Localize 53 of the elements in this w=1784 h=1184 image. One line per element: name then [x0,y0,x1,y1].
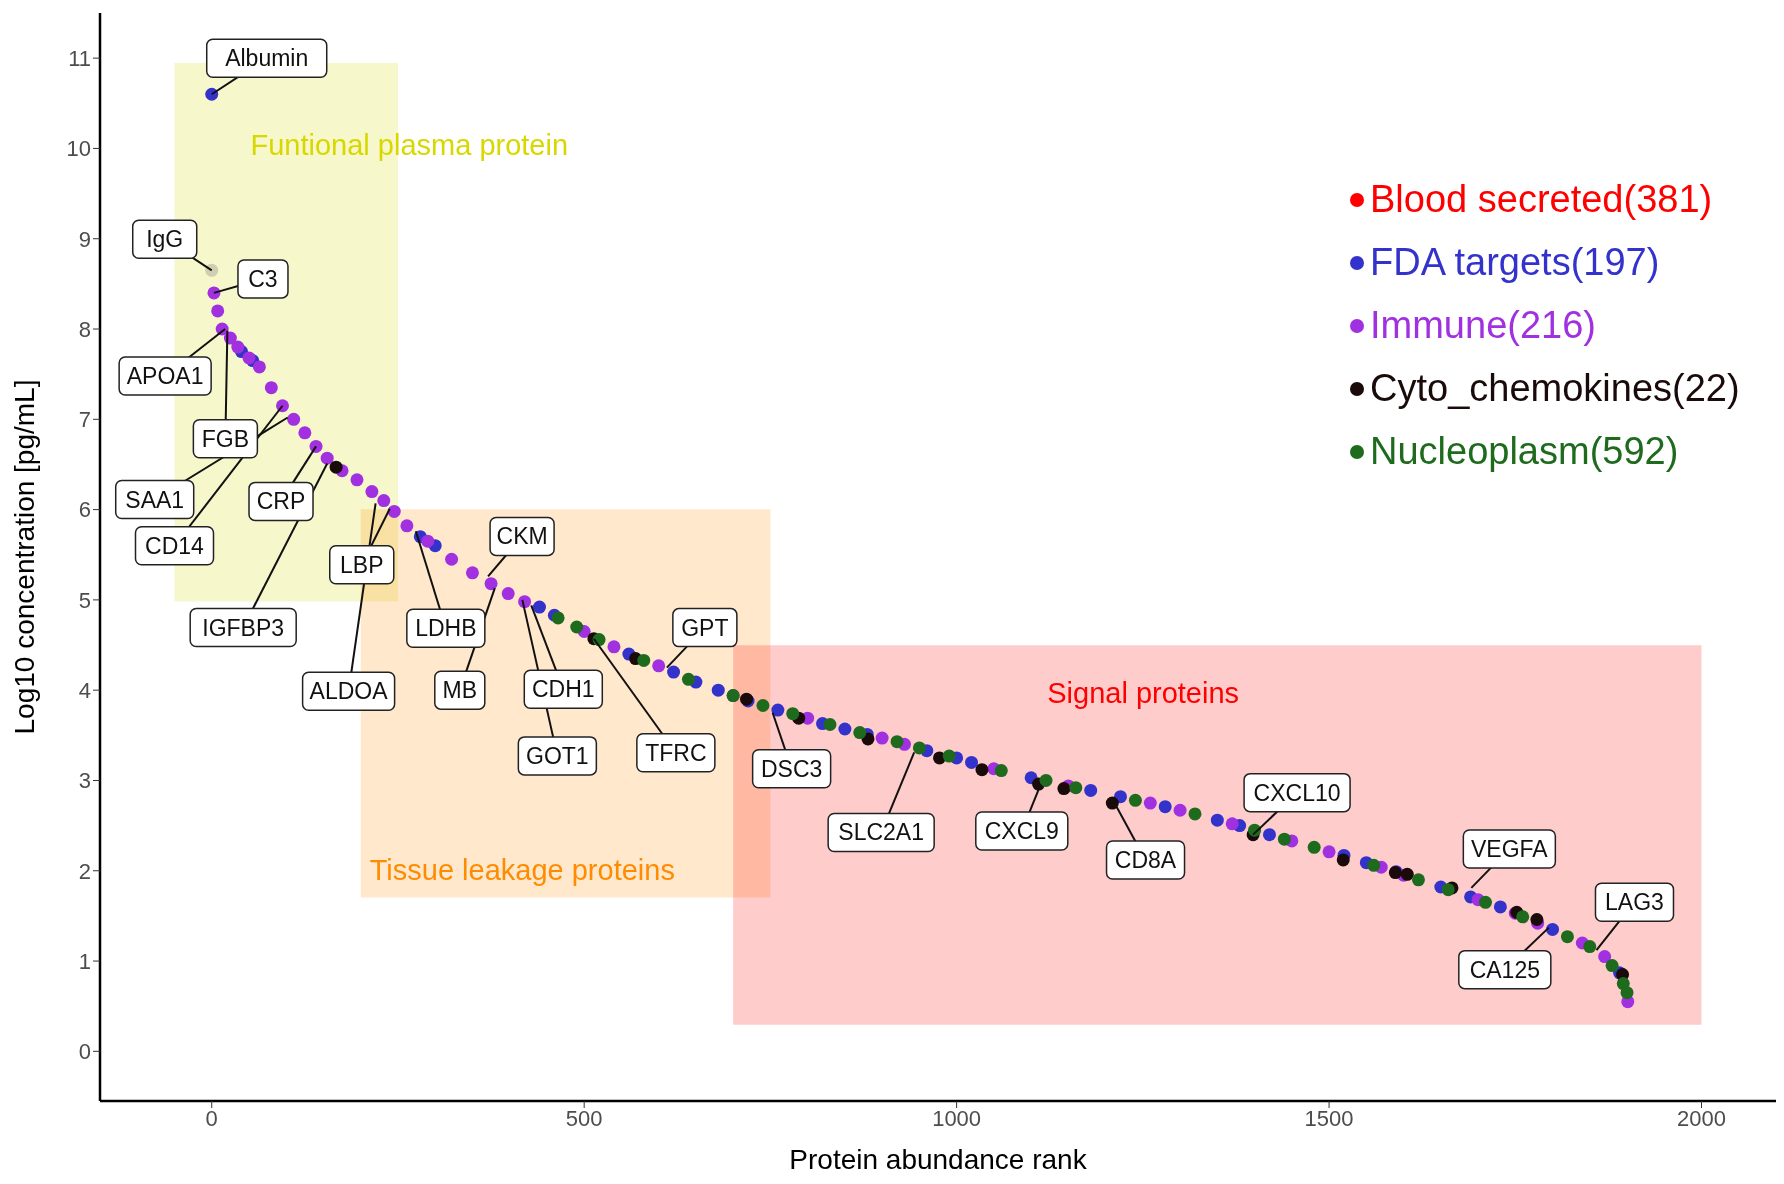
y-tick-label: 7 [78,407,91,433]
x-tick-label: 0 [205,1105,218,1131]
y-tick-label: 5 [78,587,91,613]
x-tick-label: 2000 [1677,1105,1726,1131]
band-label: Signal proteins [1047,677,1240,710]
y-tick-label: 4 [78,677,91,703]
y-tick-label: 0 [78,1039,91,1065]
legend-label: Cyto_chemokines(22) [1370,367,1740,410]
band-label: Tissue leakage proteins [369,853,675,886]
y-tick-label: 3 [78,768,91,794]
x-axis-title: Protein abundance rank [789,1144,1088,1175]
annotation: CD8A [1114,847,1177,874]
annotation: CA125 [1469,956,1540,983]
annotation: C3 [248,265,278,292]
legend-label: Blood secreted(381) [1370,178,1713,221]
y-tick-label: 6 [78,497,91,523]
annotation: CD14 [145,532,205,559]
annotation: FGB [201,425,250,452]
x-tick-label: 500 [565,1105,603,1131]
y-axis-title: Log10 concentration [pg/mL] [8,379,40,735]
legend-label: Immune(216) [1370,304,1596,347]
annotation: LBP [340,551,384,578]
annotation: IgG [146,226,184,253]
annotation: CRP [256,488,306,515]
annotation: VEGFA [1470,835,1549,862]
y-tick-label: 1 [78,948,91,974]
y-tick-label: 9 [78,226,91,252]
y-tick-label: 8 [78,316,91,342]
annotation: GOT1 [526,742,589,769]
annotation: GPT [681,614,729,641]
annotation: LDHB [415,615,477,642]
annotation: DSC3 [760,755,823,782]
y-tick-label: 2 [78,858,91,884]
x-tick-label: 1000 [932,1105,982,1131]
annotation: CXCL9 [984,818,1059,845]
annotation: IGFBP3 [202,614,285,641]
annotation: CDH1 [531,676,595,703]
annotation: TFRC [645,739,707,766]
annotation: CXCL10 [1253,779,1341,806]
legend-label: Nucleoplasm(592) [1370,430,1679,473]
legend-label: FDA targets(197) [1370,241,1660,284]
y-tick-label: 11 [68,45,91,71]
annotation: ALDOA [309,678,389,705]
x-tick-label: 1500 [1304,1105,1354,1131]
annotation: APOA1 [126,363,204,390]
annotation: SLC2A1 [838,819,924,846]
annotation: Albumin [225,45,309,72]
y-tick-label: 10 [66,136,91,162]
annotation: LAG3 [1605,889,1664,916]
band-label: Funtional plasma protein [250,129,569,162]
annotation: SAA1 [125,486,185,513]
annotation: CKM [496,523,548,550]
annotation: MB [442,677,478,704]
